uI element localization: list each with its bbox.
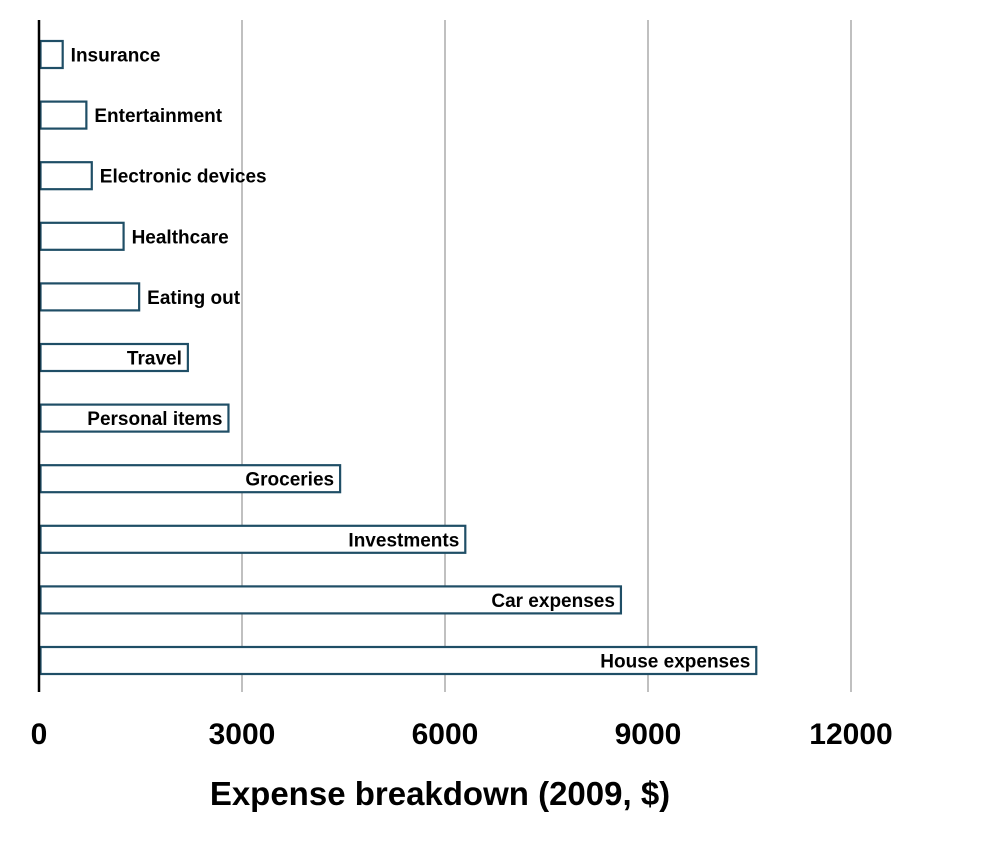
bar-label: Car expenses [491, 591, 615, 612]
bar [39, 524, 467, 554]
bar [39, 342, 189, 373]
x-tick-label: 3000 [209, 718, 276, 751]
bar-label: Insurance [71, 46, 161, 67]
bar-label: Eating out [147, 288, 241, 309]
bar-label: Groceries [245, 470, 334, 491]
bar [39, 585, 623, 615]
gridlines [241, 20, 852, 692]
x-tick-label: 0 [31, 718, 48, 751]
bar [39, 161, 93, 191]
bar [39, 221, 125, 251]
bar [39, 282, 141, 312]
bar-label: Electronic devices [100, 167, 267, 188]
bar-label: Personal items [87, 409, 222, 430]
bar [39, 403, 230, 433]
bar-labels: Insurance Entertainment Electronic devices… [71, 46, 751, 673]
axes: 0 3000 6000 9000 12000 [31, 20, 893, 751]
x-tick-label: 6000 [412, 718, 479, 751]
bar-label: Healthcare [132, 227, 229, 248]
x-tick-label: 9000 [615, 718, 682, 751]
bar [39, 464, 342, 494]
bars [39, 39, 758, 676]
x-tick-label: 12000 [809, 718, 892, 751]
bar [39, 645, 758, 676]
bar-label: House expenses [600, 652, 750, 673]
bar-label: Investments [348, 530, 459, 551]
bar-label: Entertainment [94, 106, 222, 127]
bar [39, 100, 88, 130]
bar-label: Travel [127, 349, 182, 370]
x-axis-title: Expense breakdown (2009, $) [210, 775, 670, 812]
bar [39, 39, 64, 70]
